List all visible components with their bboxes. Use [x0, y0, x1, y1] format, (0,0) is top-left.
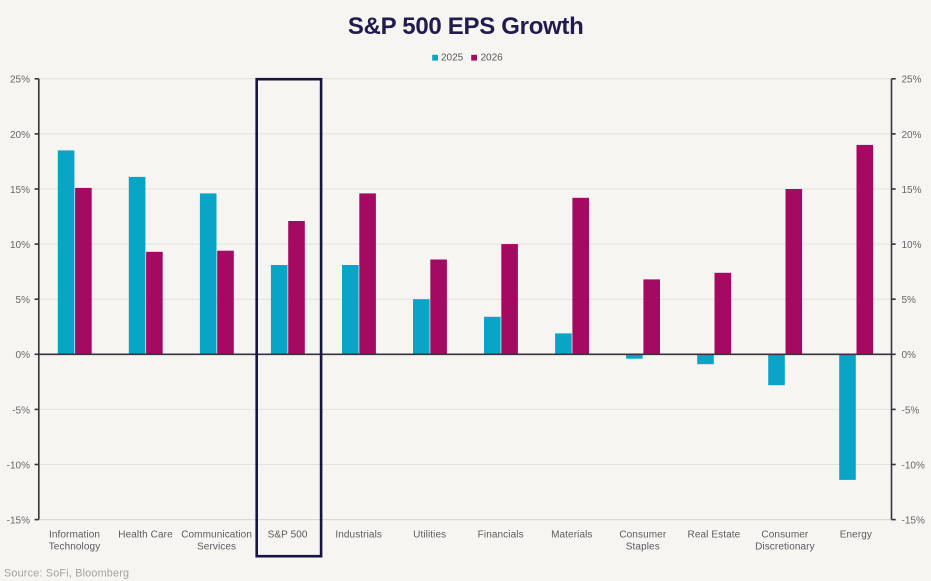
- svg-text:0%: 0%: [16, 350, 31, 361]
- svg-text:15%: 15%: [10, 185, 30, 196]
- svg-text:-5%: -5%: [902, 405, 920, 416]
- svg-text:Health Care: Health Care: [118, 529, 173, 540]
- svg-text:-15%: -15%: [7, 516, 30, 527]
- svg-text:5%: 5%: [16, 295, 31, 306]
- svg-text:10%: 10%: [10, 240, 30, 251]
- svg-text:Utilities: Utilities: [413, 529, 446, 540]
- svg-text:-10%: -10%: [902, 460, 925, 471]
- svg-text:0%: 0%: [902, 350, 917, 361]
- svg-text:Discretionary: Discretionary: [755, 541, 815, 552]
- svg-text:-10%: -10%: [7, 460, 30, 471]
- svg-text:Industrials: Industrials: [335, 529, 382, 540]
- svg-text:-5%: -5%: [12, 405, 30, 416]
- svg-text:Real Estate: Real Estate: [688, 529, 741, 540]
- svg-text:10%: 10%: [902, 240, 922, 251]
- svg-text:S&P 500: S&P 500: [268, 529, 308, 540]
- svg-text:Energy: Energy: [840, 529, 872, 540]
- svg-text:Source: SoFi, Bloomberg: Source: SoFi, Bloomberg: [4, 567, 129, 579]
- svg-text:Information: Information: [49, 529, 100, 540]
- svg-text:Consumer: Consumer: [619, 529, 666, 540]
- svg-text:5%: 5%: [902, 295, 917, 306]
- svg-text:Financials: Financials: [478, 529, 524, 540]
- svg-text:Communication: Communication: [181, 529, 252, 540]
- svg-text:Technology: Technology: [49, 541, 101, 552]
- svg-text:20%: 20%: [10, 130, 30, 141]
- svg-text:-15%: -15%: [902, 516, 925, 527]
- svg-text:15%: 15%: [902, 185, 922, 196]
- svg-text:Staples: Staples: [626, 541, 660, 552]
- svg-text:Services: Services: [197, 541, 236, 552]
- svg-text:2025: 2025: [441, 53, 464, 64]
- svg-text:Consumer: Consumer: [761, 529, 808, 540]
- svg-text:2026: 2026: [481, 53, 504, 64]
- svg-text:S&P 500 EPS Growth: S&P 500 EPS Growth: [348, 13, 584, 40]
- svg-text:25%: 25%: [902, 75, 922, 86]
- svg-text:25%: 25%: [10, 75, 30, 86]
- svg-text:20%: 20%: [902, 130, 922, 141]
- svg-text:Materials: Materials: [551, 529, 592, 540]
